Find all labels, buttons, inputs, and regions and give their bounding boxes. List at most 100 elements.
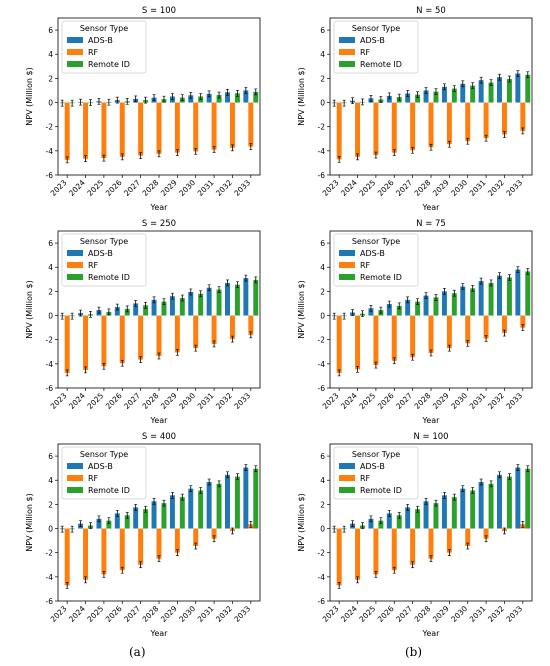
x-tick-label: 2028 [413, 604, 433, 624]
bar-rf-2031 [483, 102, 489, 139]
y-tick-label: -4 [318, 147, 326, 156]
bar-ads-b-2027 [133, 303, 139, 316]
y-tick-label: 0 [320, 312, 325, 321]
legend-label: Remote ID [88, 273, 130, 282]
y-tick-label: -2 [318, 336, 326, 345]
bar-ads-b-2028 [423, 295, 429, 316]
bar-rf-2029 [174, 102, 180, 153]
chart-title: N = 75 [416, 219, 446, 229]
x-tick-label: 2025 [357, 604, 377, 624]
bar-remote-id-2030 [198, 293, 204, 316]
y-tick-label: 0 [48, 525, 53, 534]
bar-remote-id-2033 [525, 271, 531, 316]
bar-remote-id-2027 [415, 509, 421, 529]
bar-ads-b-2028 [151, 299, 157, 316]
legend-title: Sensor Type [80, 24, 128, 33]
bar-ads-b-2028 [423, 501, 429, 529]
chart-title: S = 400 [142, 432, 176, 442]
legend-box [333, 20, 419, 74]
x-tick-label: 2029 [159, 391, 179, 411]
bar-ads-b-2025 [368, 308, 374, 316]
x-tick-label: 2028 [141, 391, 161, 411]
y-axis-label: NPV (Million $) [25, 67, 34, 125]
legend-swatch [67, 61, 83, 67]
x-tick-label: 2024 [339, 391, 359, 411]
bar-ads-b-2030 [188, 488, 194, 529]
legend: Sensor Type ADS-B RF Remote ID [61, 446, 147, 500]
bar-rf-2024 [83, 315, 89, 370]
legend-swatch [67, 274, 83, 280]
bar-rf-2031 [483, 315, 489, 339]
bar-ads-b-2025 [96, 518, 102, 529]
bar-remote-id-2028 [161, 503, 167, 529]
y-tick-label: -6 [318, 384, 326, 393]
legend-box [333, 446, 419, 500]
x-tick-label: 2033 [232, 178, 252, 198]
x-tick-label: 2026 [104, 391, 124, 411]
bar-rf-2030 [193, 528, 199, 547]
bar-ads-b-2032 [225, 92, 230, 103]
bar-rf-2023 [64, 528, 70, 586]
x-tick-label: 2031 [196, 604, 216, 624]
x-tick-label: 2027 [394, 391, 414, 411]
bar-ads-b-2027 [133, 507, 139, 529]
chart-panel-3: -6-4-20246202320242025202620272028202920… [25, 219, 261, 425]
bar-rf-2029 [446, 102, 452, 145]
bar-rf-2031 [211, 528, 217, 539]
y-tick-label: 6 [48, 239, 53, 248]
bar-ads-b-2033 [243, 90, 249, 103]
bar-rf-2023 [336, 528, 342, 586]
y-tick-label: -4 [46, 573, 54, 582]
legend-label: Remote ID [360, 60, 402, 69]
caption-a: (a) [129, 645, 146, 659]
bar-ads-b-2032 [497, 275, 502, 316]
bar-rf-2029 [174, 315, 180, 353]
x-tick-label: 2027 [122, 604, 142, 624]
y-tick-label: 2 [320, 287, 325, 296]
x-tick-label: 2029 [431, 604, 451, 624]
y-axis-label: NPV (Million $) [297, 280, 306, 338]
y-tick-label: 0 [320, 525, 325, 534]
legend: Sensor Type ADS-B RF Remote ID [61, 20, 147, 74]
bar-rf-2025 [373, 528, 379, 575]
x-tick-label: 2030 [449, 604, 469, 624]
bar-ads-b-2032 [225, 282, 230, 316]
bar-ads-b-2033 [243, 278, 249, 316]
bar-ads-b-2032 [497, 77, 502, 103]
legend: Sensor Type ADS-B RF Remote ID [333, 446, 419, 500]
bar-ads-b-2030 [188, 291, 194, 316]
bar-rf-2030 [465, 315, 471, 344]
y-tick-label: -6 [318, 597, 326, 606]
bar-rf-2023 [336, 315, 342, 373]
chart-panel-6: -6-4-20246202320242025202620272028202920… [297, 432, 533, 638]
bar-rf-2023 [336, 102, 342, 160]
bar-rf-2033 [520, 102, 526, 131]
bar-rf-2029 [446, 528, 452, 553]
x-tick-label: 2025 [85, 391, 105, 411]
x-tick-label: 2023 [321, 604, 341, 624]
y-tick-label: 2 [48, 287, 53, 296]
legend-label: RF [360, 261, 371, 270]
legend-title: Sensor Type [352, 237, 400, 246]
y-tick-label: 4 [48, 476, 53, 485]
y-tick-label: 2 [320, 74, 325, 83]
bar-ads-b-2031 [206, 482, 212, 529]
bar-remote-id-2029 [179, 497, 185, 529]
bar-rf-2032 [501, 315, 507, 334]
x-tick-label: 2030 [177, 604, 197, 624]
bar-rf-2023 [64, 315, 70, 373]
bar-rf-2024 [355, 315, 361, 370]
bar-rf-2028 [428, 102, 434, 148]
chart-panel-2: -6-4-20246202320242025202620272028202920… [297, 6, 533, 212]
bar-rf-2028 [156, 102, 162, 154]
bar-rf-2029 [446, 315, 452, 349]
legend-swatch [67, 475, 83, 481]
bar-rf-2024 [355, 528, 361, 580]
bar-remote-id-2028 [433, 91, 439, 103]
bar-rf-2030 [193, 102, 199, 152]
bar-rf-2024 [83, 528, 89, 580]
legend-swatch [339, 37, 355, 43]
y-tick-label: -2 [46, 336, 54, 345]
x-tick-label: 2024 [339, 604, 359, 624]
